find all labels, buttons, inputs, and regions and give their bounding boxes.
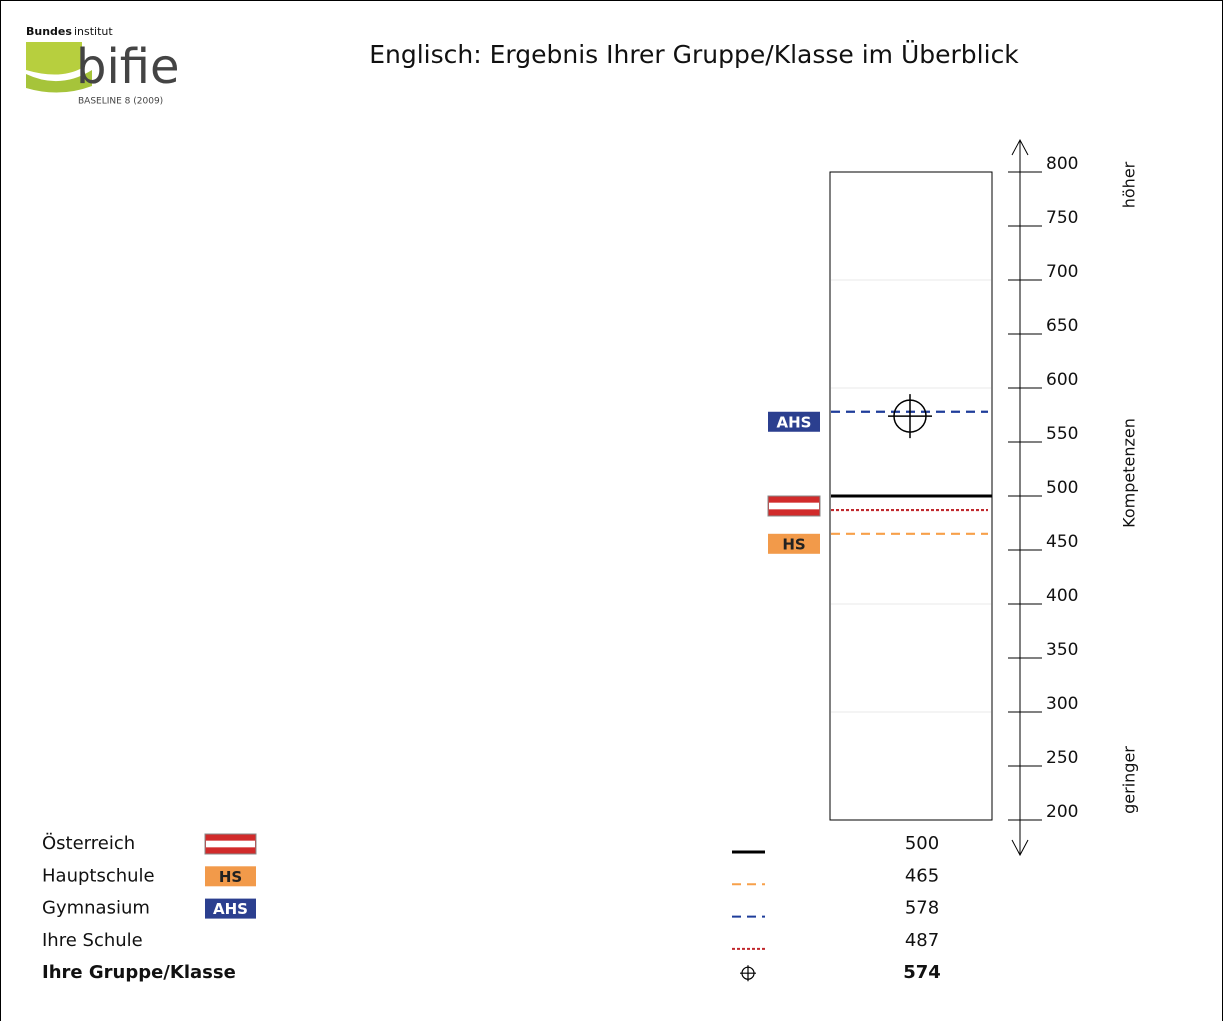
y-tick-label: 400 — [1046, 586, 1078, 606]
y-tick-label: 350 — [1046, 640, 1078, 660]
logo-swoosh — [26, 70, 92, 93]
badge-label: HS — [219, 868, 242, 886]
legend-value: 465 — [905, 865, 939, 886]
badge-label: AHS — [777, 413, 812, 431]
legend-marker-cross — [740, 965, 756, 982]
y-tick-label: 500 — [1046, 478, 1078, 498]
legend-value: 487 — [905, 930, 939, 951]
axis-label-top: höher — [1120, 161, 1139, 208]
y-tick-label: 800 — [1046, 154, 1078, 174]
crosshair-lines — [888, 394, 932, 439]
crosshair-marker — [888, 394, 932, 439]
flag-white — [769, 502, 819, 510]
logo-name: bifie — [76, 39, 180, 95]
legend-value: 574 — [903, 962, 941, 983]
legend-name: Ihre Gruppe/Klasse — [42, 962, 236, 983]
logo-sub: BASELINE 8 (2009) — [78, 97, 163, 107]
badge — [205, 866, 256, 887]
badge — [768, 533, 820, 554]
legend-name: Hauptschule — [42, 865, 155, 886]
y-tick-label: 600 — [1046, 370, 1078, 390]
legend-value: 578 — [905, 898, 939, 919]
y-tick-label: 300 — [1046, 694, 1078, 714]
logo: Bundes institut bifie BASELINE 8 (2009) — [26, 25, 180, 107]
badge-label: HS — [782, 535, 805, 553]
y-tick-label: 200 — [1046, 802, 1078, 822]
legend-value: 500 — [905, 833, 939, 854]
logo-top: Bundes institut — [26, 25, 113, 38]
axis-arrows — [1011, 138, 1029, 857]
y-tick-label: 550 — [1046, 424, 1078, 444]
y-tick-label: 250 — [1046, 748, 1078, 768]
flag-white — [206, 840, 255, 848]
y-tick-label: 450 — [1046, 532, 1078, 552]
legend-name: Ihre Schule — [42, 930, 143, 951]
badge-label: AHS — [213, 900, 248, 918]
axis-label-middle: Kompetenzen — [1120, 418, 1139, 528]
chart-title: Englisch: Ergebnis Ihrer Gruppe/Klasse i… — [369, 40, 1019, 69]
badge — [768, 411, 820, 432]
y-tick-label: 750 — [1046, 208, 1078, 228]
legend-name: Gymnasium — [42, 898, 150, 919]
logo-block — [26, 42, 82, 75]
logo-bold: Bundes — [26, 25, 72, 38]
logo-rest: institut — [74, 25, 113, 38]
legend-name: Österreich — [42, 832, 135, 854]
y-tick-label: 700 — [1046, 262, 1078, 282]
axis-label-bottom: geringer — [1120, 746, 1139, 814]
y-tick-label: 650 — [1046, 316, 1078, 336]
badge — [205, 898, 256, 919]
